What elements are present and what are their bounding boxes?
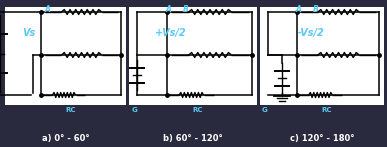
Text: c) 120° - 180°: c) 120° - 180° [290,133,354,142]
Text: G: G [131,107,137,113]
Text: A: A [166,5,172,14]
Bar [5,7,126,105]
Text: G: G [262,107,268,113]
Text: +Vs/2: +Vs/2 [155,28,187,38]
Text: A: A [45,5,50,14]
Text: Vs: Vs [22,28,35,38]
Text: b) 60° - 120°: b) 60° - 120° [163,133,223,142]
Text: a) 0° - 60°: a) 0° - 60° [42,133,89,142]
Text: -Vs/2: -Vs/2 [298,28,325,38]
Text: B: B [312,5,319,14]
Text: RC: RC [193,107,203,113]
Bar [260,7,384,105]
Bar [129,7,257,105]
Text: RC: RC [322,107,332,113]
Text: A: A [295,5,301,14]
Text: B: B [183,5,189,14]
Text: RC: RC [65,107,76,113]
